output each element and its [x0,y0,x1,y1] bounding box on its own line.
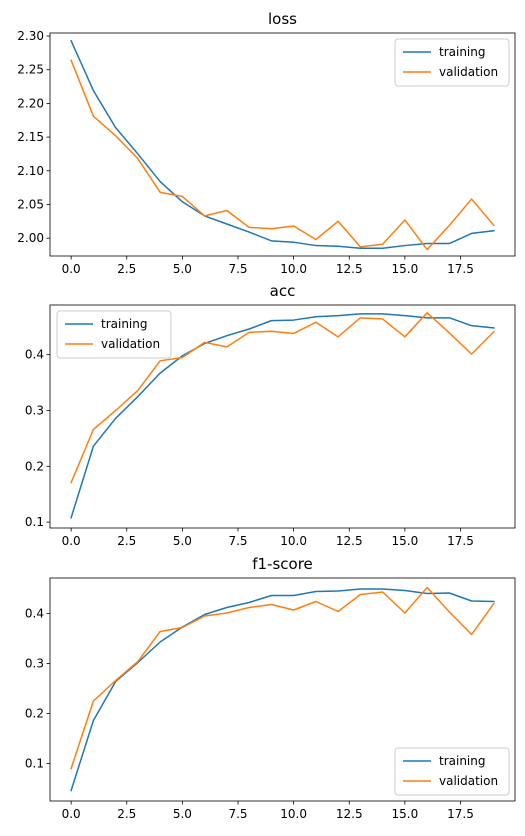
y-tick-label: 0.3 [25,403,44,417]
x-tick-label: 15.0 [392,807,419,821]
x-tick-label: 15.0 [392,534,419,548]
x-tick-label: 12.5 [336,807,363,821]
legend-label-validation: validation [101,337,160,351]
x-tick-label: 0.0 [62,807,81,821]
plot-frame [49,32,516,257]
x-tick-label: 15.0 [392,262,419,276]
y-tick-label: 0.2 [25,707,44,721]
x-tick-label: 5.0 [173,807,192,821]
x-tick-label: 12.5 [336,262,363,276]
legend-label-training: training [101,317,148,331]
y-tick-label: 0.1 [25,757,44,771]
x-tick-label: 2.5 [117,534,136,548]
x-tick-label: 5.0 [173,262,192,276]
plot-frame [49,304,516,529]
x-tick-label: 7.5 [228,534,247,548]
y-tick-label: 2.00 [17,231,44,245]
y-tick-label: 0.4 [25,348,44,362]
y-tick-label: 0.4 [25,607,44,621]
x-tick-label: 10.0 [280,262,307,276]
x-tick-label: 2.5 [117,807,136,821]
series-line-validation [70,59,495,251]
x-tick-label: 7.5 [228,807,247,821]
y-tick-label: 0.1 [25,515,44,529]
legend-box [394,38,510,87]
x-tick-label: 12.5 [336,534,363,548]
legend-box [394,747,510,796]
series-line-validation [70,586,495,770]
series-line-training [70,588,495,792]
x-tick-label: 10.0 [280,534,307,548]
f1-score-chart: f1-score 0.0 2.5 5.0 7.5 10.0 12.5 15.0 17.5 0.1… [25,555,516,821]
x-tick-label: 17.5 [447,262,474,276]
x-tick-label: 17.5 [447,807,474,821]
chart-title: acc [270,282,296,300]
legend-label-validation: validation [439,65,498,79]
y-tick-label: 2.10 [17,164,44,178]
y-tick-label: 2.15 [17,130,44,144]
x-tick-label: 0.0 [62,262,81,276]
y-tick-label: 2.25 [17,63,44,77]
acc-chart: acc 0.0 2.5 5.0 7.5 10.0 12.5 15.0 17.5 0.1 0.2 0.… [25,282,516,548]
chart-title: loss [268,10,297,28]
x-tick-label: 10.0 [280,807,307,821]
y-tick-label: 0.3 [25,657,44,671]
y-tick-label: 0.2 [25,459,44,473]
plot-frame [49,577,516,802]
legend-label-validation: validation [439,774,498,788]
x-tick-label: 7.5 [228,262,247,276]
series-line-validation [70,312,495,484]
y-tick-label: 2.05 [17,197,44,211]
x-tick-label: 0.0 [62,534,81,548]
legend: training validation [56,310,172,359]
legend-label-training: training [439,754,486,768]
y-tick-label: 2.20 [17,96,44,110]
chart-title: f1-score [252,555,313,573]
legend-label-training: training [439,45,486,59]
x-tick-label: 17.5 [447,534,474,548]
y-tick-label: 2.30 [17,29,44,43]
loss-chart: loss 0.0 2.5 5.0 7.5 10.0 12.5 15.0 17.5 2.00 2.0… [17,10,516,276]
legend: training validation [394,38,510,87]
legend: training validation [394,747,510,796]
legend-box [56,310,172,359]
x-tick-label: 2.5 [117,262,136,276]
x-tick-label: 5.0 [173,534,192,548]
